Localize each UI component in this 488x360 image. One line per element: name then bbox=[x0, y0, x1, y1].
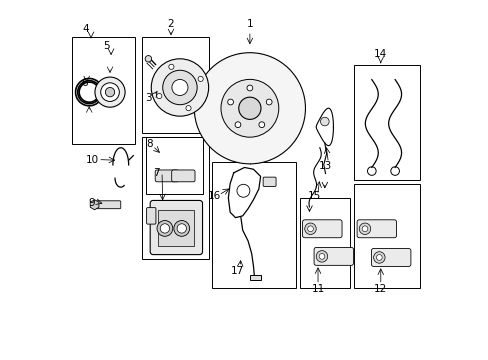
Circle shape bbox=[376, 255, 382, 260]
Circle shape bbox=[198, 76, 203, 81]
Text: 9: 9 bbox=[89, 198, 95, 208]
FancyBboxPatch shape bbox=[313, 247, 353, 265]
FancyBboxPatch shape bbox=[150, 201, 202, 255]
Circle shape bbox=[185, 105, 191, 111]
Bar bbox=[145, 137, 203, 194]
Bar bbox=[250, 275, 261, 280]
Circle shape bbox=[145, 55, 151, 62]
FancyBboxPatch shape bbox=[171, 170, 195, 182]
Circle shape bbox=[194, 53, 305, 164]
Circle shape bbox=[246, 85, 252, 91]
Circle shape bbox=[172, 80, 187, 95]
Circle shape bbox=[157, 221, 172, 236]
Text: 1: 1 bbox=[246, 19, 253, 29]
Circle shape bbox=[307, 226, 313, 231]
Circle shape bbox=[101, 83, 119, 102]
Text: 5: 5 bbox=[103, 41, 109, 50]
Text: 7: 7 bbox=[153, 168, 160, 178]
Bar bbox=[142, 137, 208, 259]
FancyBboxPatch shape bbox=[371, 248, 410, 266]
Circle shape bbox=[362, 226, 367, 231]
Bar bbox=[300, 198, 349, 288]
FancyBboxPatch shape bbox=[96, 201, 121, 209]
Circle shape bbox=[151, 59, 208, 116]
Text: 2: 2 bbox=[167, 19, 174, 29]
Text: 10: 10 bbox=[85, 155, 99, 165]
Bar bbox=[212, 162, 296, 288]
Circle shape bbox=[266, 99, 271, 105]
Text: 12: 12 bbox=[373, 284, 386, 294]
Circle shape bbox=[163, 70, 197, 105]
Text: 16: 16 bbox=[207, 191, 220, 201]
Circle shape bbox=[221, 79, 278, 137]
FancyBboxPatch shape bbox=[263, 177, 276, 186]
Bar bbox=[142, 37, 208, 134]
Circle shape bbox=[359, 223, 370, 234]
Text: 8: 8 bbox=[145, 139, 152, 149]
Circle shape bbox=[157, 172, 165, 180]
Circle shape bbox=[177, 224, 186, 233]
Text: 14: 14 bbox=[373, 49, 386, 59]
Circle shape bbox=[95, 77, 125, 107]
Text: 6: 6 bbox=[81, 78, 88, 88]
Text: 13: 13 bbox=[318, 161, 331, 171]
FancyBboxPatch shape bbox=[302, 220, 341, 238]
Circle shape bbox=[105, 87, 115, 97]
Text: 4: 4 bbox=[82, 24, 89, 35]
Text: 15: 15 bbox=[307, 191, 321, 201]
Circle shape bbox=[174, 172, 182, 180]
Circle shape bbox=[238, 97, 261, 120]
Circle shape bbox=[235, 122, 241, 127]
Circle shape bbox=[373, 252, 384, 263]
Circle shape bbox=[304, 223, 316, 234]
Bar bbox=[72, 37, 135, 144]
Circle shape bbox=[319, 253, 324, 259]
Circle shape bbox=[168, 64, 174, 69]
Circle shape bbox=[160, 224, 169, 233]
Circle shape bbox=[227, 99, 233, 105]
Circle shape bbox=[258, 122, 264, 127]
Circle shape bbox=[176, 174, 179, 178]
Bar bbox=[353, 65, 419, 180]
FancyBboxPatch shape bbox=[155, 170, 178, 182]
FancyBboxPatch shape bbox=[356, 220, 396, 238]
Circle shape bbox=[156, 94, 162, 99]
Circle shape bbox=[174, 221, 189, 236]
Circle shape bbox=[237, 184, 249, 197]
Circle shape bbox=[159, 174, 163, 178]
Text: 11: 11 bbox=[311, 284, 324, 294]
Circle shape bbox=[320, 117, 328, 126]
FancyBboxPatch shape bbox=[146, 208, 156, 224]
Bar bbox=[353, 184, 419, 288]
Bar bbox=[158, 211, 193, 246]
Circle shape bbox=[316, 251, 327, 262]
Text: 17: 17 bbox=[230, 266, 244, 276]
Text: 3: 3 bbox=[145, 93, 152, 103]
